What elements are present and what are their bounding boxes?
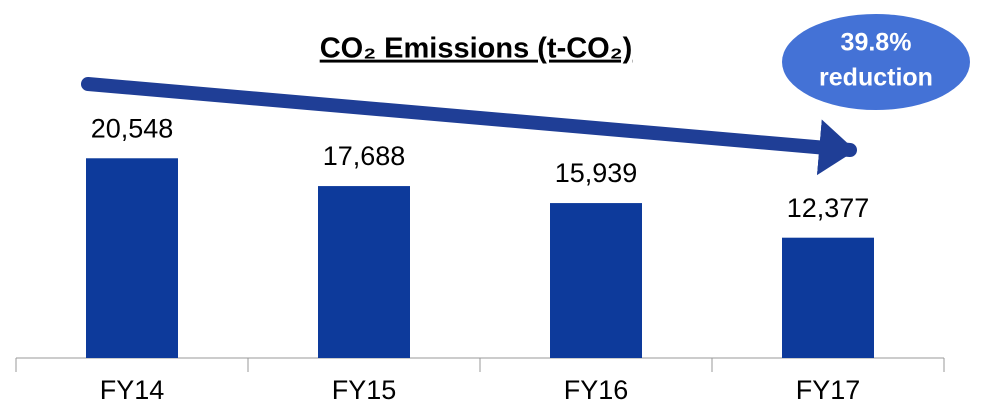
bar xyxy=(782,237,874,358)
data-label: 15,939 xyxy=(555,158,638,188)
chart-title: CO₂ Emissions (t-CO₂) xyxy=(320,33,633,65)
x-tick-label: FY14 xyxy=(100,375,165,405)
annotation-line: reduction xyxy=(819,64,933,92)
x-tick-label: FY16 xyxy=(564,375,629,405)
trend-arrow xyxy=(81,77,857,176)
annotation-line: 39.8% xyxy=(841,29,912,57)
bar xyxy=(550,203,642,358)
x-tick-label: FY17 xyxy=(796,375,861,405)
data-label: 12,377 xyxy=(787,193,870,223)
annotation-bubble xyxy=(782,14,970,110)
bar xyxy=(86,158,178,358)
data-label: 20,548 xyxy=(91,113,174,143)
x-tick-label: FY15 xyxy=(332,375,397,405)
bar xyxy=(318,186,410,358)
data-label: 17,688 xyxy=(323,141,406,171)
